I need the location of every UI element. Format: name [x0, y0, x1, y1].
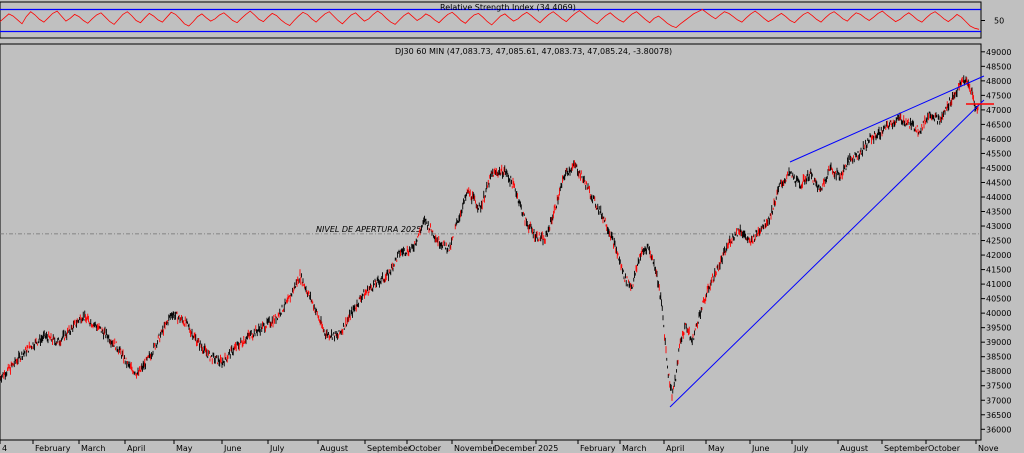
time-label: April — [127, 444, 145, 453]
time-label: March — [622, 444, 646, 453]
price-tick-label: 46000 — [986, 135, 1011, 144]
price-tick-label: 37000 — [986, 396, 1011, 405]
time-label: November — [454, 444, 496, 453]
price-panel: DJ30 60 MIN (47,083.73, 47,085.61, 47,08… — [0, 43, 1011, 453]
price-title: DJ30 60 MIN (47,083.73, 47,085.61, 47,08… — [395, 47, 672, 56]
price-tick-label: 44500 — [986, 178, 1011, 187]
time-label: February — [580, 444, 616, 453]
price-tick-label: 47500 — [986, 91, 1011, 100]
price-tick-label: 42000 — [986, 251, 1011, 260]
price-tick-label: 38000 — [986, 367, 1011, 376]
time-label: 2025 — [538, 444, 558, 453]
price-tick-label: 41000 — [986, 280, 1011, 289]
rsi-title: Relative Strength Index (34.4069) — [440, 3, 576, 12]
time-label: May — [708, 444, 725, 453]
price-tick-label: 45000 — [986, 164, 1011, 173]
price-tick-label: 45500 — [986, 149, 1011, 158]
price-tick-label: 49000 — [986, 48, 1011, 57]
price-tick-label: 48500 — [986, 62, 1011, 71]
time-label: July — [269, 444, 285, 453]
price-tick-label: 38500 — [986, 353, 1011, 362]
price-tick-label: 42500 — [986, 237, 1011, 246]
price-frame — [0, 43, 982, 441]
time-label: April — [666, 444, 684, 453]
time-label: Nove — [978, 444, 999, 453]
time-label: October — [928, 444, 961, 453]
time-label: September — [884, 444, 929, 453]
price-tick-label: 37500 — [986, 382, 1011, 391]
time-label: March — [81, 444, 105, 453]
price-tick-label: 43500 — [986, 208, 1011, 217]
time-label: June — [223, 444, 242, 453]
time-label: October — [409, 444, 442, 453]
time-label: August — [320, 444, 348, 453]
price-tick-label: 40000 — [986, 309, 1011, 318]
time-label: February — [35, 444, 71, 453]
upper-trendline — [789, 75, 985, 163]
price-tick-label: 39500 — [986, 324, 1011, 333]
time-label: July — [793, 444, 809, 453]
time-label: June — [751, 444, 770, 453]
time-label: 4 — [2, 444, 7, 453]
price-tick-label: 46500 — [986, 120, 1011, 129]
price-tick-label: 44000 — [986, 193, 1011, 202]
price-tick-label: 36000 — [986, 425, 1011, 434]
time-label: December — [494, 444, 536, 453]
price-tick-label: 48000 — [986, 77, 1011, 86]
lower-trendline — [669, 99, 985, 408]
price-tick-label: 41500 — [986, 266, 1011, 275]
time-axis: 4 February March April May June July August Sept… — [0, 439, 999, 453]
rsi-axis: 50 — [981, 17, 1004, 26]
time-label: August — [840, 444, 868, 453]
price-tick-label: 39000 — [986, 338, 1011, 347]
price-axis: 36000 36500 37000 37500 38000 38500 39000 39500… — [981, 48, 1011, 434]
price-tick-label: 36500 — [986, 411, 1011, 420]
price-tick-label: 40500 — [986, 295, 1011, 304]
time-label: September — [367, 444, 412, 453]
rsi-series-line — [0, 9, 980, 30]
rsi-tick-label: 50 — [994, 17, 1004, 26]
opening-level-label: NIVEL DE APERTURA 2025 — [316, 225, 421, 234]
price-tick-label: 47000 — [986, 106, 1011, 115]
time-label: May — [176, 444, 193, 453]
price-tick-label: 43000 — [986, 222, 1011, 231]
price-candles — [0, 75, 979, 401]
rsi-panel: Relative Strength Index (34.4069) 50 — [0, 1, 1004, 39]
